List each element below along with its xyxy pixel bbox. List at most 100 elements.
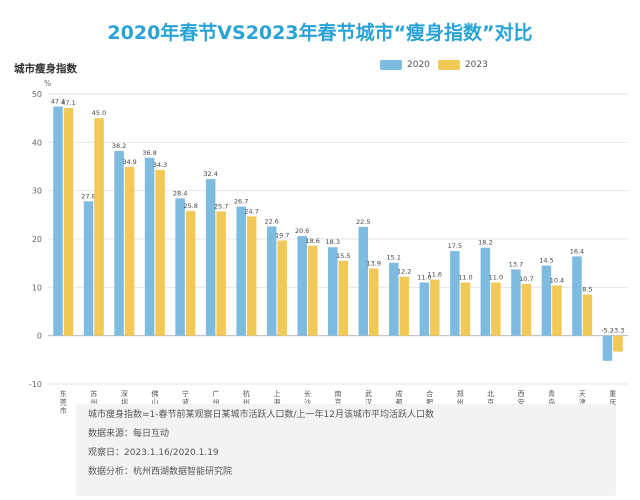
bar-2020 <box>205 179 216 336</box>
data-label-2023: 45.0 <box>92 109 106 117</box>
data-label-2023: 34.3 <box>153 161 167 169</box>
bar-2020 <box>358 226 369 336</box>
category-label: 深 <box>121 389 128 398</box>
category-label: 山 <box>151 398 158 407</box>
data-label-2020: 13.7 <box>509 260 523 268</box>
data-label-2023: 13.9 <box>367 259 381 267</box>
y-tick-label: -10 <box>29 380 42 389</box>
note-source: 数据来源：每日互动 <box>88 429 170 439</box>
data-label-2023: 11.6 <box>428 271 442 279</box>
data-label-2023: 10.4 <box>550 276 564 284</box>
bar-2023 <box>94 118 104 336</box>
category-label: 津 <box>579 399 586 407</box>
category-label: 汉 <box>365 399 372 407</box>
data-label-2023: 24.7 <box>244 207 258 215</box>
category-label: 东 <box>60 389 67 398</box>
category-label: 岛 <box>548 398 555 407</box>
data-label-2023: 11.0 <box>458 274 472 282</box>
category-label: 庆 <box>609 398 616 407</box>
y-tick-label: 40 <box>32 138 42 147</box>
data-label-2023: 19.7 <box>275 231 289 239</box>
data-label-2020: 28.4 <box>173 189 187 197</box>
category-label: 北 <box>487 390 494 398</box>
bar-2023 <box>63 108 74 336</box>
category-label: 武 <box>365 389 372 398</box>
note-analysis: 数据分析：杭州西湖数据智能研究院 <box>88 467 233 477</box>
legend-label-2023: 2023 <box>464 60 488 70</box>
bar-2023 <box>491 282 501 336</box>
data-label-2020: 26.7 <box>234 198 248 206</box>
data-label-2020: 22.5 <box>356 218 370 226</box>
bar-2020 <box>175 198 185 336</box>
category-label: 莞 <box>60 398 67 407</box>
y-tick-label: 30 <box>32 187 42 196</box>
category-label: 杭 <box>243 389 250 398</box>
category-label: 佛 <box>151 389 158 398</box>
bar-2020 <box>541 265 552 336</box>
category-label: 西 <box>518 390 525 398</box>
category-label: 长 <box>304 389 311 398</box>
legend: 2020 2023 <box>380 60 488 70</box>
bar-2023 <box>124 166 135 336</box>
bar-2023 <box>613 335 623 352</box>
data-label-2020: 16.4 <box>570 247 584 255</box>
chart-title: 2020年春节VS2023年春节城市“瘦身指数”对比 <box>107 22 533 44</box>
bar-2020 <box>266 226 277 336</box>
data-label-2020: 22.6 <box>264 217 278 225</box>
category-label: 州 <box>243 399 250 407</box>
category-label: 青 <box>548 389 555 398</box>
data-label-2023: 11.0 <box>489 274 503 282</box>
bar-2020 <box>114 151 124 336</box>
category-label: 州 <box>457 399 464 407</box>
y-axis-label: 城市瘦身指数 <box>14 63 77 75</box>
data-label-2023: 34.9 <box>122 158 136 166</box>
y-tick-label: 20 <box>32 235 42 244</box>
legend-label-2020: 2020 <box>407 60 430 70</box>
bar-2020 <box>83 201 94 336</box>
bar-2020 <box>572 256 582 336</box>
legend-swatch-2020 <box>380 60 402 70</box>
category-label: 上 <box>273 389 280 398</box>
data-label-2020: 18.2 <box>478 239 492 247</box>
data-label-2023: 25.7 <box>214 202 228 210</box>
data-label-2020: 38.2 <box>112 142 126 150</box>
bar-2023 <box>338 260 348 336</box>
category-label: 州 <box>90 399 97 407</box>
bar-2020 <box>297 236 307 336</box>
data-label-2020: 20.6 <box>295 227 309 235</box>
category-label: 宁 <box>182 389 189 398</box>
legend-item-2023: 2023 <box>437 60 488 70</box>
bar-2023 <box>155 169 165 336</box>
bar-2023 <box>521 283 532 336</box>
bar-2020 <box>450 251 460 336</box>
notes-panel: 城市瘦身指数=1-春节前某观察日某城市活跃人口数/上一年12月该城市平均活跃人口… <box>76 404 616 496</box>
category-label: 海 <box>273 398 280 407</box>
bar-2020 <box>236 206 246 336</box>
legend-swatch-2023 <box>437 60 460 70</box>
y-tick-label: 0 <box>37 332 42 341</box>
data-label-2023: 15.5 <box>336 252 350 260</box>
data-label-2023: 12.2 <box>397 268 411 276</box>
bar-2020 <box>511 269 521 336</box>
bar-2020 <box>144 157 155 336</box>
category-label: 沙 <box>304 399 311 407</box>
data-label-2023: 8.5 <box>582 286 592 294</box>
data-label-2020: 14.5 <box>539 257 553 265</box>
data-label-2023: 47.1 <box>61 99 75 107</box>
bar-2020 <box>480 247 491 336</box>
bar-2023 <box>430 279 440 336</box>
data-label-2020: 47.4 <box>51 98 65 106</box>
bar-2023 <box>369 268 379 336</box>
bar-2023 <box>552 285 562 336</box>
data-label-2023: 25.8 <box>183 202 197 210</box>
category-label: 天 <box>579 390 586 398</box>
bar-2023 <box>582 294 593 336</box>
category-label: 京 <box>487 398 494 407</box>
category-label: 市 <box>60 406 67 415</box>
category-label: 郑 <box>457 390 464 398</box>
category-label: 苏 <box>90 389 97 398</box>
note-dates: 观察日：2023.1.16/2020.1.19 <box>88 448 219 458</box>
bar-2020 <box>389 262 399 336</box>
y-tick-label: 50 <box>32 90 42 99</box>
